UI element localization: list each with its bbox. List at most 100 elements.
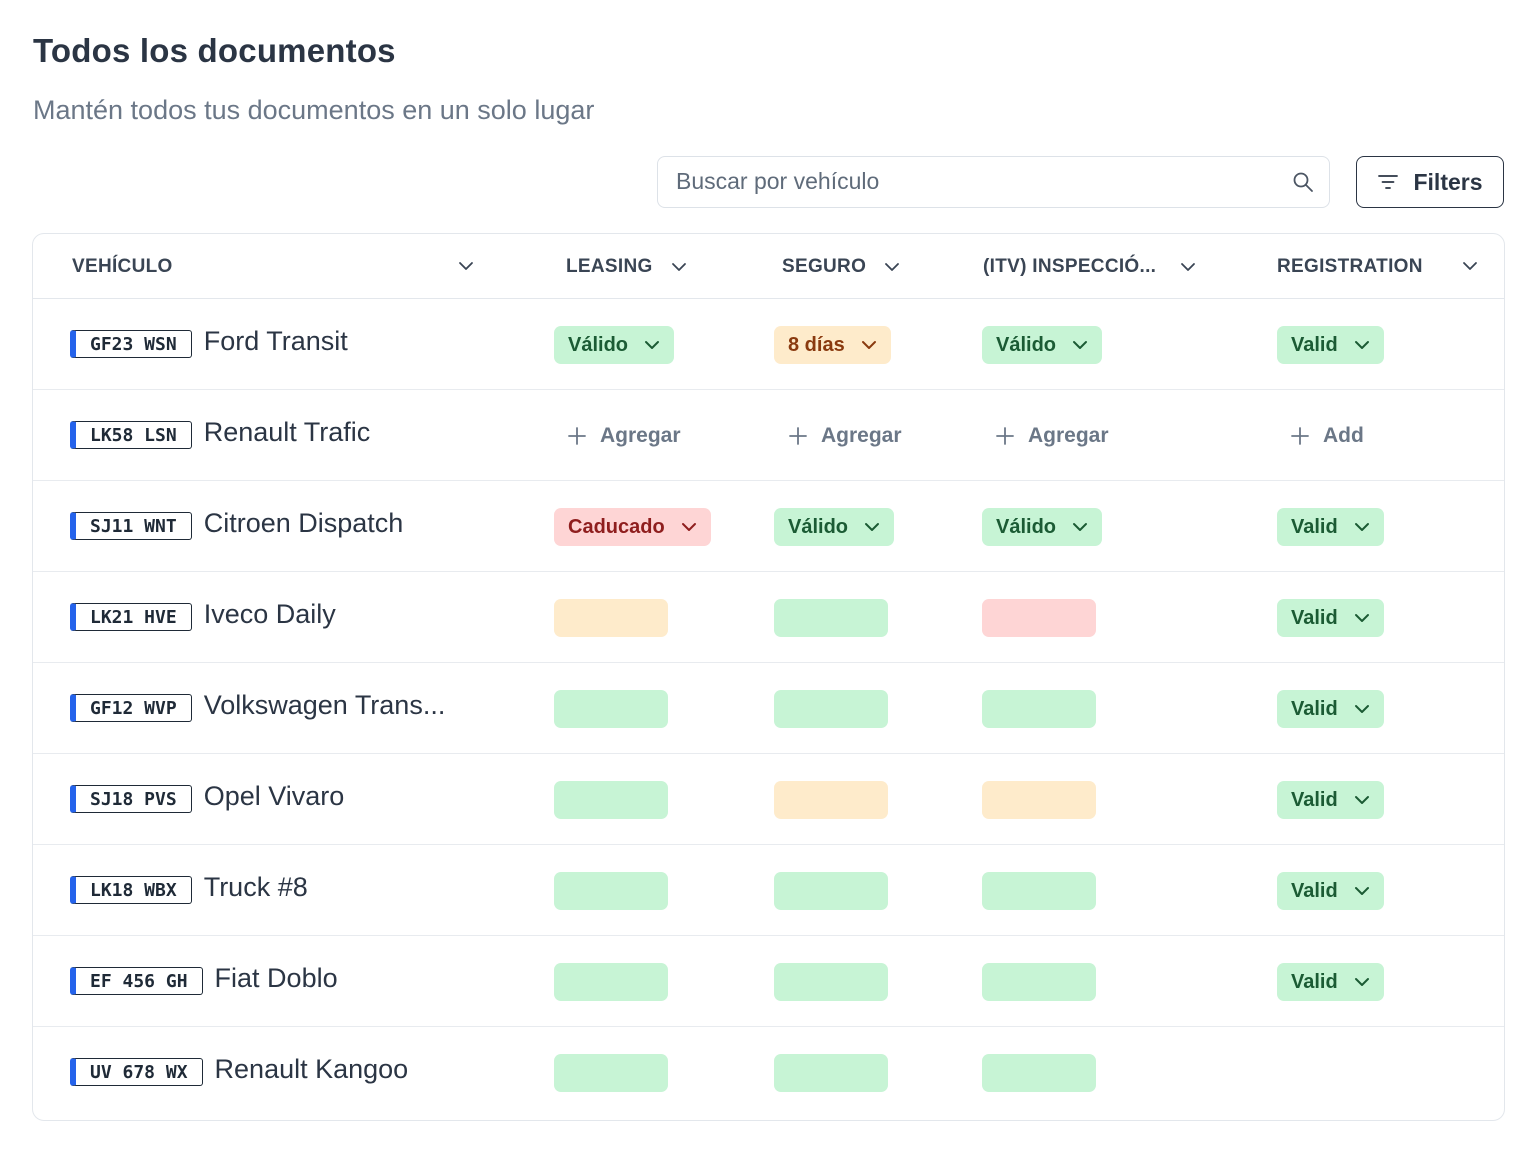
chevron-down-icon <box>645 341 660 349</box>
status-label: 8 días <box>788 333 845 356</box>
status-pill[interactable] <box>982 599 1096 637</box>
search-icon[interactable] <box>1291 170 1315 194</box>
page-title: Todos los documentos <box>33 32 396 69</box>
status-pill[interactable] <box>554 690 668 728</box>
plus-icon <box>789 427 807 445</box>
column-header-itv[interactable]: (ITV) INSPECCIÓ... <box>983 234 1196 299</box>
status-pill[interactable] <box>554 963 668 1001</box>
license-plate: GF12 WVP <box>70 694 192 722</box>
status-label: Valid <box>1291 333 1338 356</box>
status-pill[interactable] <box>982 781 1096 819</box>
status-pill[interactable] <box>774 872 888 910</box>
status-pill[interactable] <box>774 599 888 637</box>
status-badge[interactable]: Valid <box>1277 326 1384 364</box>
status-label: Valid <box>1291 515 1338 538</box>
column-header-label: VEHÍCULO <box>72 255 173 277</box>
status-pill[interactable] <box>982 872 1096 910</box>
plus-icon <box>996 427 1014 445</box>
status-badge[interactable]: Valid <box>1277 508 1384 546</box>
add-document-button[interactable]: Add <box>1291 421 1364 451</box>
chevron-down-icon[interactable] <box>1462 261 1478 271</box>
status-badge[interactable]: Valid <box>1277 963 1384 1001</box>
status-pill[interactable] <box>982 1054 1096 1092</box>
table-row[interactable]: UV 678 WX Renault Kangoo <box>33 1027 1504 1118</box>
status-badge[interactable]: Caducado <box>554 508 711 546</box>
vehicle-name[interactable]: Fiat Doblo <box>214 963 338 993</box>
status-badge[interactable]: Válido <box>774 508 895 546</box>
chevron-down-icon <box>1073 341 1088 349</box>
column-header-label: LEASING <box>566 255 653 277</box>
table-row[interactable]: SJ18 PVS Opel Vivaro Valid <box>33 754 1504 845</box>
status-badge[interactable]: Valid <box>1277 599 1384 637</box>
status-badge[interactable]: 8 días <box>774 326 891 364</box>
chevron-down-icon <box>1354 614 1369 622</box>
add-label: Agregar <box>821 424 902 447</box>
vehicle-name[interactable]: Ford Transit <box>203 326 348 356</box>
add-label: Add <box>1323 424 1364 447</box>
chevron-down-icon <box>1181 262 1196 271</box>
table-row[interactable]: GF12 WVP Volkswagen Trans... Valid <box>33 663 1504 754</box>
filter-icon <box>1378 175 1399 189</box>
column-header-registration[interactable]: REGISTRATION <box>1277 234 1423 299</box>
chevron-down-icon[interactable] <box>458 261 474 271</box>
chevron-down-icon <box>1354 887 1369 895</box>
filters-label: Filters <box>1413 168 1483 195</box>
vehicle-name[interactable]: Citroen Dispatch <box>203 508 404 538</box>
vehicle-name[interactable]: Volkswagen Trans... <box>203 690 446 720</box>
status-pill[interactable] <box>982 690 1096 728</box>
status-badge[interactable]: Válido <box>982 326 1103 364</box>
add-label: Agregar <box>600 424 681 447</box>
license-plate: SJ18 PVS <box>70 785 192 813</box>
vehicle-name[interactable]: Iveco Daily <box>203 599 336 629</box>
table-row[interactable]: LK58 LSN Renault Trafic Agregar Agregar Agre… <box>33 390 1504 481</box>
status-label: Valid <box>1291 697 1338 720</box>
status-badge[interactable]: Valid <box>1277 690 1384 728</box>
column-header-vehicle[interactable]: VEHÍCULO <box>72 234 173 299</box>
status-pill[interactable] <box>774 781 888 819</box>
status-pill[interactable] <box>554 1054 668 1092</box>
vehicle-name[interactable]: Renault Trafic <box>203 417 371 447</box>
status-pill[interactable] <box>774 690 888 728</box>
column-header-leasing[interactable]: LEASING <box>566 234 687 299</box>
table-row[interactable]: EF 456 GH Fiat Doblo Valid <box>33 936 1504 1027</box>
status-pill[interactable] <box>982 963 1096 1001</box>
add-document-button[interactable]: Agregar <box>568 421 681 451</box>
chevron-down-icon <box>1354 796 1369 804</box>
status-label: Válido <box>788 515 849 538</box>
search-input[interactable] <box>676 157 1276 206</box>
page-subtitle: Mantén todos tus documentos en un solo l… <box>33 95 595 125</box>
status-pill[interactable] <box>554 872 668 910</box>
license-plate: UV 678 WX <box>70 1058 203 1086</box>
status-label: Valid <box>1291 606 1338 629</box>
vehicle-name[interactable]: Truck #8 <box>203 872 308 902</box>
status-pill[interactable] <box>774 1054 888 1092</box>
vehicle-name[interactable]: Renault Kangoo <box>214 1054 409 1084</box>
status-label: Válido <box>996 515 1057 538</box>
vehicle-name[interactable]: Opel Vivaro <box>203 781 345 811</box>
status-badge[interactable]: Valid <box>1277 872 1384 910</box>
chevron-down-icon <box>671 262 686 271</box>
status-badge[interactable]: Válido <box>982 508 1103 546</box>
status-badge[interactable]: Válido <box>554 326 675 364</box>
table-row[interactable]: GF23 WSN Ford Transit Válido 8 días Válido Va… <box>33 299 1504 390</box>
table-row[interactable]: LK21 HVE Iveco Daily Valid <box>33 572 1504 663</box>
status-badge[interactable]: Valid <box>1277 781 1384 819</box>
search-box <box>657 156 1330 208</box>
status-pill[interactable] <box>554 599 668 637</box>
filters-button[interactable]: Filters <box>1356 156 1504 208</box>
status-pill[interactable] <box>554 781 668 819</box>
status-pill[interactable] <box>774 963 888 1001</box>
license-plate: LK58 LSN <box>70 421 192 449</box>
license-plate: LK21 HVE <box>70 603 192 631</box>
chevron-down-icon <box>1354 705 1369 713</box>
table-row[interactable]: LK18 WBX Truck #8 Valid <box>33 845 1504 936</box>
column-header-seguro[interactable]: SEGURO <box>782 234 900 299</box>
table-row[interactable]: SJ11 WNT Citroen Dispatch Caducado Válido Vá… <box>33 481 1504 572</box>
add-document-button[interactable]: Agregar <box>996 421 1109 451</box>
documents-table: VEHÍCULO LEASING SEGURO (ITV) INSPECCIÓ.… <box>32 233 1505 1121</box>
status-label: Válido <box>996 333 1057 356</box>
status-label: Valid <box>1291 788 1338 811</box>
table-header: VEHÍCULO LEASING SEGURO (ITV) INSPECCIÓ.… <box>33 234 1504 299</box>
status-label: Válido <box>568 333 629 356</box>
add-document-button[interactable]: Agregar <box>789 421 902 451</box>
